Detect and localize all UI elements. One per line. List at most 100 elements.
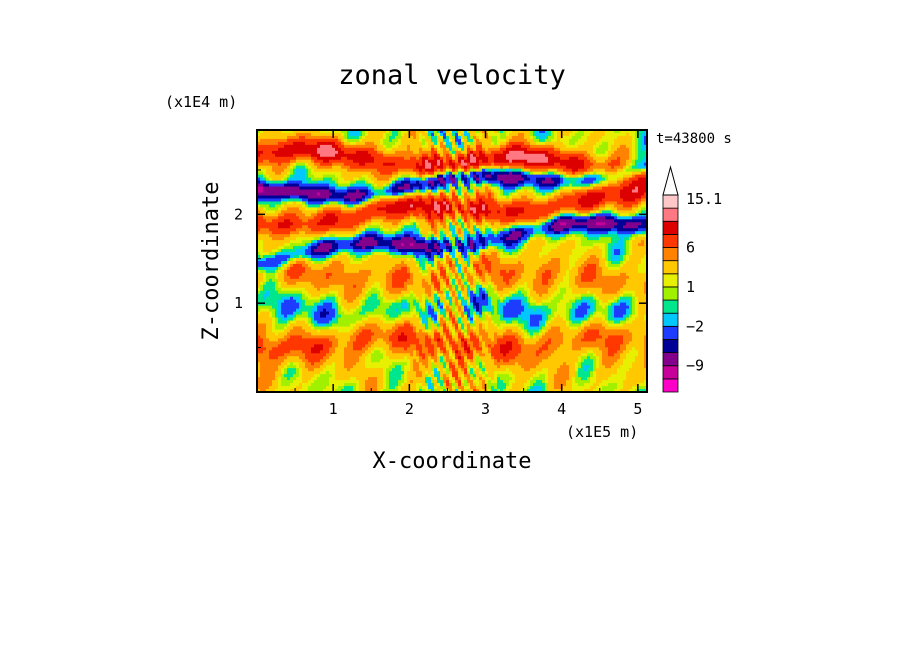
heatmap-cell [596, 159, 600, 164]
heatmap-cell [614, 174, 618, 179]
heatmap-cell [608, 177, 612, 182]
heatmap-cell [416, 130, 420, 134]
heatmap-cell [485, 180, 489, 185]
heatmap-cell [458, 186, 462, 191]
heatmap-cell [314, 180, 318, 185]
heatmap-cell [386, 171, 390, 176]
heatmap-cell [458, 183, 462, 188]
heatmap-cell [590, 135, 594, 140]
heatmap-cell [413, 192, 417, 197]
heatmap-cell [569, 159, 573, 164]
heatmap-cell [371, 156, 375, 161]
heatmap-cell [530, 138, 534, 143]
heatmap-cell [389, 174, 393, 179]
heatmap-cell [260, 162, 264, 167]
heatmap-cell [602, 153, 606, 158]
heatmap-cell [605, 135, 609, 140]
heatmap-cell [458, 141, 462, 146]
heatmap-cell [620, 159, 624, 164]
heatmap-cell [365, 168, 369, 173]
heatmap-cell [512, 180, 516, 185]
heatmap-cell [356, 135, 360, 140]
heatmap-cell [431, 153, 435, 158]
heatmap-cell [575, 189, 579, 194]
heatmap-cell [323, 177, 327, 182]
heatmap-cell [611, 168, 615, 173]
heatmap-cell [617, 130, 621, 134]
heatmap-cell [485, 130, 489, 134]
heatmap-cell [440, 153, 444, 158]
heatmap-cell [419, 153, 423, 158]
heatmap-cell [401, 171, 405, 176]
heatmap-cell [590, 156, 594, 161]
heatmap-cell [635, 192, 639, 197]
heatmap-cell [395, 147, 399, 152]
heatmap-cell [560, 168, 564, 173]
heatmap-cell [578, 180, 582, 185]
heatmap-cell [407, 153, 411, 158]
heatmap-cell [575, 168, 579, 173]
heatmap-cell [431, 141, 435, 146]
heatmap-cell [641, 150, 645, 155]
heatmap-cell [449, 192, 453, 197]
heatmap-cell [434, 171, 438, 176]
heatmap-cell [287, 171, 291, 176]
heatmap-cell [293, 150, 297, 155]
heatmap-cell [305, 162, 309, 167]
heatmap-cell [488, 192, 492, 197]
heatmap-cell [572, 135, 576, 140]
heatmap-cell [449, 186, 453, 191]
heatmap-cell [641, 130, 645, 134]
heatmap-cell [530, 147, 534, 152]
heatmap-cell [257, 135, 261, 140]
heatmap-cell [629, 159, 633, 164]
heatmap-cell [413, 135, 417, 140]
heatmap-cell [380, 153, 384, 158]
heatmap-cell [500, 171, 504, 176]
heatmap-cell [449, 174, 453, 179]
heatmap-cell [539, 168, 543, 173]
heatmap-cell [425, 177, 429, 182]
heatmap-cell [572, 174, 576, 179]
heatmap-cell [437, 130, 441, 134]
heatmap-cell [524, 144, 528, 149]
heatmap-cell [467, 141, 471, 146]
heatmap-cell [608, 141, 612, 146]
heatmap-cell [332, 171, 336, 176]
heatmap-cell [434, 189, 438, 194]
heatmap-cell [620, 130, 624, 134]
heatmap-cell [518, 192, 522, 197]
heatmap-cell [494, 159, 498, 164]
heatmap-cell [386, 177, 390, 182]
heatmap-cell [389, 150, 393, 155]
heatmap-cell [512, 186, 516, 191]
heatmap-cell [542, 168, 546, 173]
heatmap-cell [476, 159, 480, 164]
heatmap-cell [335, 138, 339, 143]
heatmap-cell [320, 174, 324, 179]
heatmap-cell [431, 159, 435, 164]
heatmap-cell [569, 147, 573, 152]
heatmap-cell [407, 159, 411, 164]
heatmap-cell [422, 192, 426, 197]
heatmap-cell [533, 162, 537, 167]
heatmap-cell [302, 168, 306, 173]
heatmap-cell [269, 171, 273, 176]
heatmap-cell [293, 132, 297, 137]
heatmap-cell [377, 132, 381, 137]
heatmap-cell [413, 138, 417, 143]
heatmap-cell [530, 141, 534, 146]
heatmap-cell [320, 141, 324, 146]
heatmap-cell [608, 156, 612, 161]
heatmap-cell [629, 144, 633, 149]
heatmap-cell [290, 174, 294, 179]
heatmap-cell [416, 189, 420, 194]
heatmap-cell [509, 150, 513, 155]
heatmap-cell [371, 165, 375, 170]
heatmap-cell [602, 138, 606, 143]
heatmap-cell [371, 150, 375, 155]
heatmap-cell [530, 174, 534, 179]
heatmap-cell [419, 177, 423, 182]
heatmap-cell [389, 177, 393, 182]
heatmap-cell [560, 174, 564, 179]
